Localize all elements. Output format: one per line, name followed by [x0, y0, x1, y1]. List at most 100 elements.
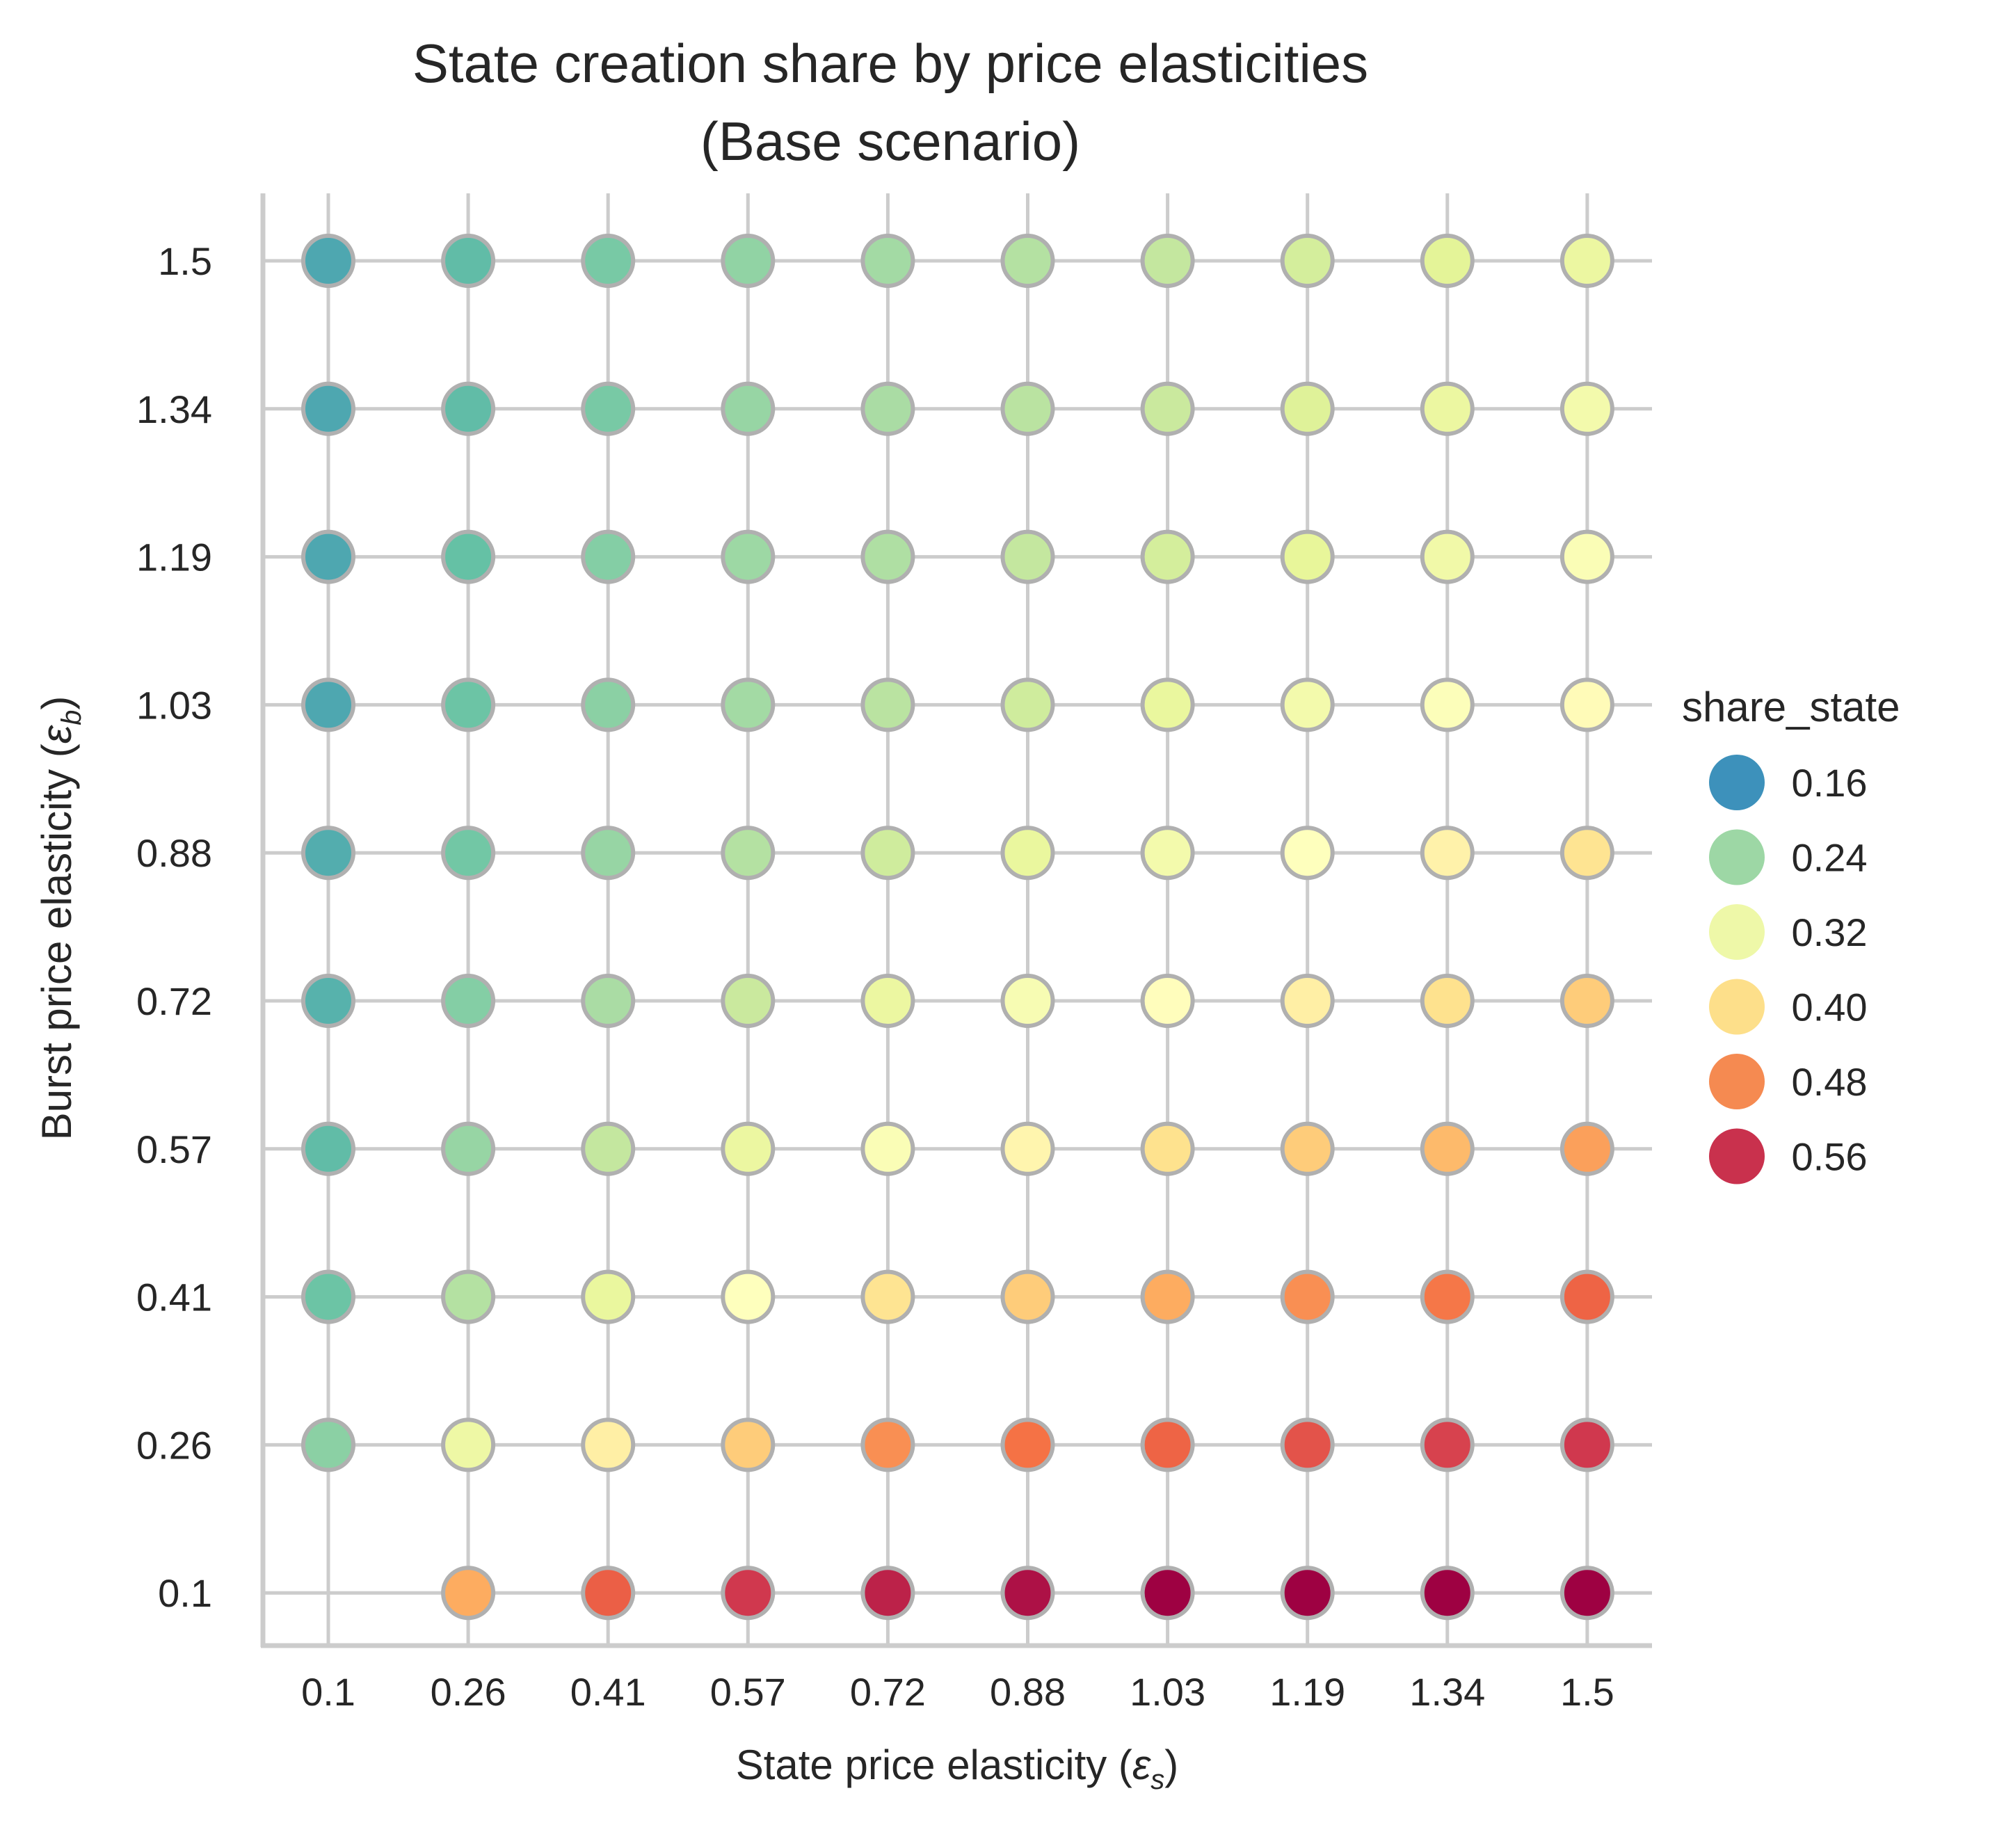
x-tick-label: 1.03	[1130, 1670, 1205, 1714]
y-axis-label-symbol: ε	[33, 724, 80, 744]
y-tick-label: 0.41	[136, 1276, 212, 1319]
data-point	[301, 826, 355, 881]
data-point	[860, 381, 915, 436]
data-point	[860, 1269, 915, 1324]
legend-label: 0.40	[1792, 986, 1868, 1029]
data-point	[581, 974, 636, 1028]
legend-entry: 0.40	[1709, 979, 1868, 1035]
legend-entry: 0.48	[1709, 1054, 1868, 1109]
legend-label: 0.16	[1792, 761, 1868, 805]
data-point	[1000, 1269, 1055, 1324]
legend-entry: 0.24	[1709, 829, 1868, 885]
legend: share_state 0.16 0.24 0.32 0.40 0.48 0.56	[1682, 684, 1900, 1184]
data-point	[581, 381, 636, 436]
data-point	[1000, 1121, 1055, 1176]
data-point	[721, 1417, 776, 1472]
x-tick-labels: 0.1 0.26 0.41 0.57 0.72 0.88 1.03 1.19 1.34 1.5	[301, 1670, 1614, 1714]
data-point	[1280, 381, 1335, 436]
data-point	[1420, 529, 1475, 584]
data-point	[1140, 529, 1195, 584]
data-point	[441, 826, 496, 881]
y-tick-label: 0.26	[136, 1423, 212, 1467]
data-point	[1420, 974, 1475, 1028]
data-point	[1280, 1566, 1335, 1621]
legend-entry: 0.16	[1709, 755, 1868, 810]
y-tick-labels: 0.1 0.26 0.41 0.57 0.72 0.88 1.03 1.19 1.34 1.5	[136, 239, 212, 1615]
data-point	[860, 826, 915, 881]
data-point	[1559, 529, 1614, 584]
data-point	[1559, 677, 1614, 732]
legend-label: 0.24	[1792, 836, 1868, 880]
x-axis-label-subscript: s	[1150, 1765, 1164, 1795]
data-point	[1280, 234, 1335, 288]
legend-entry: 0.32	[1709, 904, 1868, 960]
x-axis-label-symbol: ε	[1132, 1742, 1152, 1788]
x-tick-label: 1.5	[1560, 1670, 1614, 1714]
data-point	[1559, 826, 1614, 881]
data-point	[441, 1121, 496, 1176]
data-point	[301, 1269, 355, 1324]
data-point	[1140, 974, 1195, 1028]
y-tick-label: 0.1	[158, 1571, 212, 1615]
data-point	[581, 826, 636, 881]
data-point	[441, 381, 496, 436]
data-point	[301, 1121, 355, 1176]
data-point	[441, 1566, 496, 1621]
legend-label: 0.48	[1792, 1060, 1868, 1104]
y-tick-label: 1.34	[136, 387, 212, 431]
legend-label: 0.32	[1792, 910, 1868, 954]
data-point	[860, 974, 915, 1028]
y-tick-label: 0.72	[136, 979, 212, 1023]
data-point	[1559, 1121, 1614, 1176]
y-axis-label: Burst price elasticity (εb)	[33, 696, 87, 1141]
data-point	[581, 677, 636, 732]
data-point	[721, 826, 776, 881]
y-tick-label: 0.88	[136, 831, 212, 875]
data-point	[441, 677, 496, 732]
data-point	[721, 529, 776, 584]
x-tick-label: 1.19	[1269, 1670, 1345, 1714]
data-point	[301, 974, 355, 1028]
y-tick-label: 1.19	[136, 536, 212, 579]
x-axis-label-prefix: State price elasticity (	[736, 1742, 1132, 1788]
data-point	[1140, 1121, 1195, 1176]
chart-title: State creation share by price elasticiti…	[412, 33, 1368, 172]
legend-entries: 0.16 0.24 0.32 0.40 0.48 0.56	[1709, 755, 1868, 1184]
data-point	[721, 234, 776, 288]
data-point	[1000, 1566, 1055, 1621]
data-point	[860, 677, 915, 732]
y-axis-label-subscript: b	[56, 710, 87, 725]
data-point	[1000, 826, 1055, 881]
axis-spines	[260, 193, 1652, 1648]
data-point	[860, 1121, 915, 1176]
data-point	[1559, 1417, 1614, 1472]
data-point	[1559, 234, 1614, 288]
data-point	[1420, 1269, 1475, 1324]
legend-entry: 0.56	[1709, 1128, 1868, 1184]
legend-title: share_state	[1682, 684, 1900, 730]
data-point	[1420, 1121, 1475, 1176]
x-tick-label: 0.57	[710, 1670, 786, 1714]
y-axis-label-prefix: Burst price elasticity (	[33, 744, 80, 1140]
data-point	[1000, 974, 1055, 1028]
data-point	[1280, 974, 1335, 1028]
legend-marker	[1709, 829, 1765, 885]
data-point	[860, 529, 915, 584]
data-point	[1559, 974, 1614, 1028]
chart-title-line-1: State creation share by price elasticiti…	[412, 33, 1368, 94]
data-point	[441, 1269, 496, 1324]
data-point	[1420, 677, 1475, 732]
data-point	[1280, 529, 1335, 584]
data-point	[1140, 234, 1195, 288]
data-point	[301, 234, 355, 288]
data-point	[721, 1566, 776, 1621]
data-point	[1420, 1417, 1475, 1472]
legend-marker	[1709, 755, 1765, 810]
data-point	[1140, 381, 1195, 436]
legend-marker	[1709, 904, 1765, 960]
data-point	[1000, 1417, 1055, 1472]
data-point	[721, 1121, 776, 1176]
data-point	[860, 1417, 915, 1472]
legend-marker	[1709, 1128, 1765, 1184]
